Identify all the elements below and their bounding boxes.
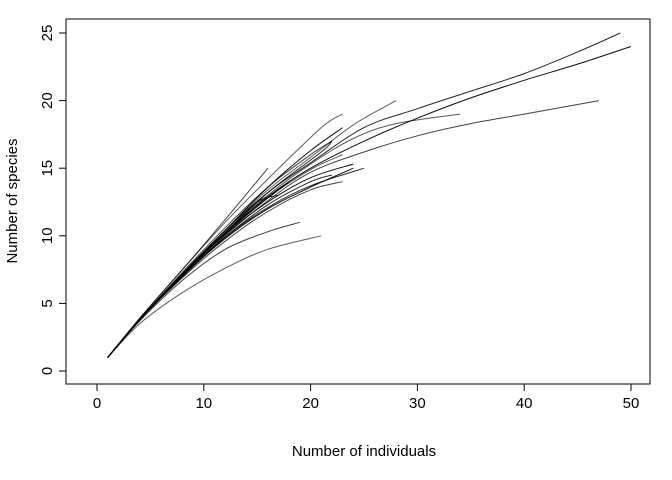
- x-tick-label: 10: [195, 395, 212, 412]
- y-tick-label: 5: [39, 299, 56, 307]
- y-tick-label: 15: [39, 160, 56, 177]
- series-curve-5: [107, 154, 343, 358]
- x-axis-title: Number of individuals: [292, 443, 436, 460]
- series-curve-18: [107, 140, 333, 358]
- series-layer: [107, 32, 632, 358]
- series-curve-20: [107, 181, 290, 358]
- x-tick-label: 40: [516, 395, 533, 412]
- series-curve-14: [107, 100, 600, 358]
- y-tick-label: 10: [39, 227, 56, 244]
- y-tick-label: 0: [39, 367, 56, 375]
- series-curve-6: [107, 181, 343, 358]
- x-tick-label: 20: [302, 395, 319, 412]
- series-curve-15: [107, 32, 621, 358]
- x-tick-label: 50: [623, 395, 640, 412]
- series-curve-16: [107, 46, 632, 358]
- series-curve-1: [107, 235, 322, 358]
- y-tick-label: 20: [39, 92, 56, 109]
- series-curve-8: [107, 163, 354, 358]
- series-curve-13: [107, 113, 461, 358]
- y-axis: 0 5 10 15 20 25: [39, 25, 67, 375]
- series-curve-19: [107, 174, 333, 358]
- y-axis-title: Number of species: [4, 138, 21, 263]
- plot-frame: [65, 18, 651, 385]
- x-tick-label: 0: [93, 395, 101, 412]
- series-curve-2: [107, 221, 301, 358]
- series-curve-11: [107, 194, 279, 358]
- series-curve-12: [107, 167, 354, 358]
- x-axis: 0 10 20 30 40 50: [93, 383, 640, 412]
- y-tick-label: 25: [39, 25, 56, 42]
- x-tick-label: 30: [409, 395, 426, 412]
- series-curve-3: [107, 140, 333, 358]
